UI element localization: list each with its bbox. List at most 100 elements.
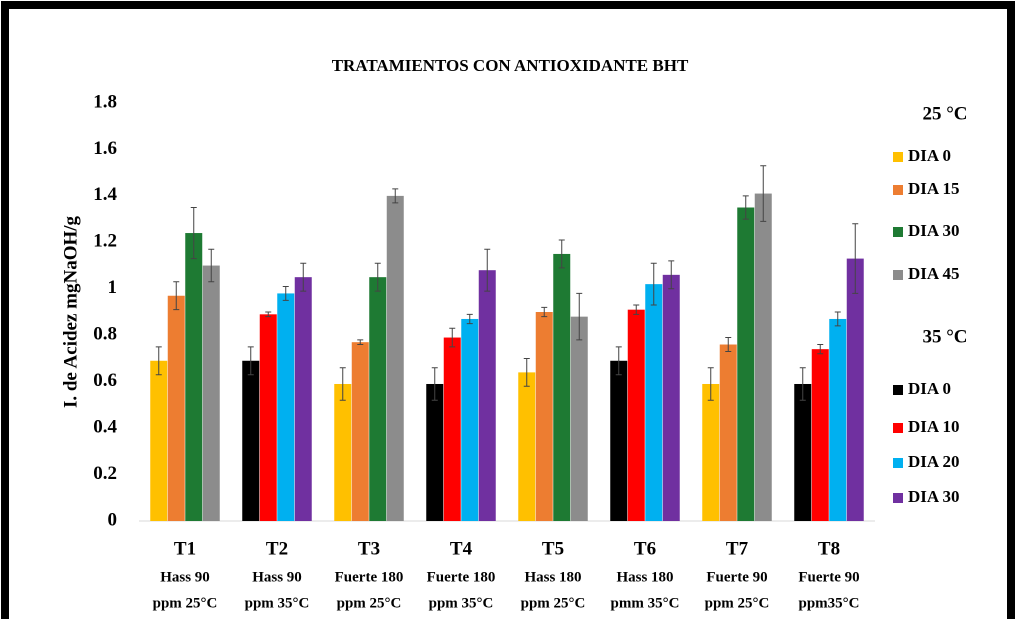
error-bar [449,327,456,348]
bar [794,383,812,521]
bar [351,342,369,521]
legend-label: DIA 0 [908,379,951,398]
y-tick-label: 0.2 [93,463,117,484]
bar [645,284,663,521]
x-tick-label: T6 [634,538,656,559]
error-bar [466,313,473,325]
x-tick-note: ppm 35°C [245,595,310,611]
bar [443,337,461,521]
x-tick-label: T5 [542,538,564,559]
error-bar [633,304,640,315]
x-tick-note: Fuerte 180 [427,569,496,585]
error-bar [339,367,346,401]
error-bar [852,223,859,294]
bar [570,316,588,521]
legend-title: 25 °C [922,103,967,124]
legend-label: DIA 20 [908,452,959,471]
error-bar [282,285,289,301]
x-tick-note: ppm 35°C [429,595,494,611]
bar [167,295,185,521]
legend-label: DIA 0 [908,146,951,165]
bar [754,193,772,522]
x-tick-note: pmm 35°C [611,595,680,611]
y-tick-label: 1.6 [93,138,117,159]
x-tick-note: Hass 180 [524,569,581,585]
error-bar [190,207,197,260]
error-bar [357,339,364,346]
error-bar [392,188,399,204]
error-bar [742,195,749,220]
error-bar [725,337,732,352]
error-bar [707,367,714,401]
bar [202,265,220,521]
bar [386,195,404,521]
legend-label: DIA 15 [908,179,959,198]
y-tick-label: 0.8 [93,324,117,345]
legend-swatch [893,227,903,237]
legend-swatch [893,185,903,195]
legend-swatch [893,270,903,280]
y-tick-label: 1.8 [93,91,117,112]
legend-label: DIA 30 [908,221,959,240]
x-tick-note: Hass 90 [160,569,210,585]
legend-swatch [893,458,903,468]
x-tick-note: Hass 180 [616,569,673,585]
x-tick-label: T4 [450,538,473,559]
error-bar [173,281,180,311]
x-tick-label: T3 [358,538,380,559]
bar [846,258,864,521]
legend-label: DIA 45 [908,264,959,283]
error-bar [817,344,824,355]
bar [369,277,387,521]
y-tick-label: 0 [108,509,118,530]
error-bar [484,248,491,292]
legend-swatch [893,385,903,395]
bar [811,349,829,521]
legend-label: DIA 30 [908,487,959,506]
x-tick-label: T7 [726,538,749,559]
legend-label: DIA 10 [908,417,959,436]
chart-title: TRATAMIENTOS CON ANTIOXIDANTE BHT [332,56,689,75]
x-tick-label: T2 [266,538,288,559]
y-axis-label: I. de Acidez mgNaOH/g [60,215,81,408]
bar [426,383,444,521]
x-tick-note: Fuerte 90 [706,569,767,585]
bar [259,314,277,521]
error-bar [799,367,806,401]
bar [627,309,645,521]
bar [719,344,737,521]
y-tick-label: 1 [108,277,118,298]
y-tick-label: 1.4 [93,184,117,205]
bar [461,318,479,521]
legend-title: 35 °C [922,326,967,347]
bar [662,274,680,521]
error-bar [650,262,657,306]
y-tick-label: 0.6 [93,370,117,391]
y-tick-label: 0.4 [93,416,117,437]
bar [277,293,295,521]
x-tick-label: T1 [174,538,196,559]
error-bar [431,367,438,401]
error-bar [300,262,307,292]
x-tick-note: ppm 25°C [705,595,770,611]
x-tick-note: ppm 25°C [337,595,402,611]
error-bar [668,260,675,290]
error-bar [760,165,767,222]
x-tick-note: ppm 25°C [521,595,586,611]
x-tick-note: ppm 25°C [153,595,218,611]
legend-swatch [893,423,903,433]
x-tick-note: Fuerte 90 [798,569,859,585]
x-tick-note: Fuerte 180 [335,569,404,585]
x-tick-note: Hass 90 [252,569,302,585]
bar [185,233,203,522]
error-bar [155,346,162,376]
x-tick-label: T8 [818,538,840,559]
error-bar [558,239,565,269]
legend-swatch [893,152,903,162]
bar [518,372,536,521]
legend-swatch [893,493,903,503]
error-bar [541,306,548,318]
y-tick-label: 1.2 [93,231,117,252]
bar [737,207,755,521]
